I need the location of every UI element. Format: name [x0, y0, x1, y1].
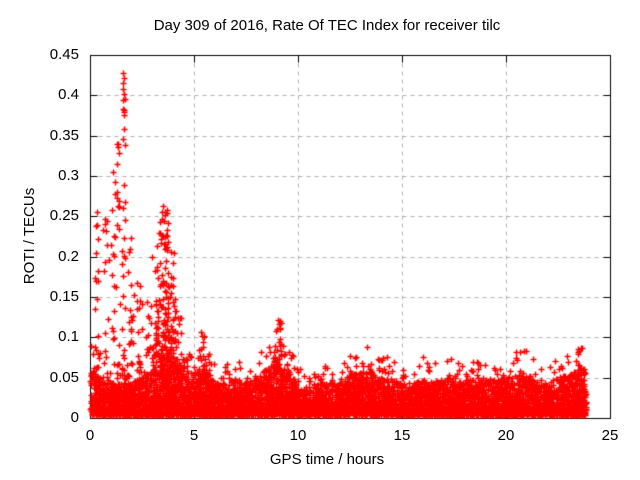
y-tick-label: 0.2	[58, 247, 79, 265]
y-axis-label: ROTI / TECUs	[21, 187, 38, 285]
y-tick-label: 0.3	[58, 167, 79, 184]
x-tick-label: 10	[289, 427, 307, 444]
y-tick-label: 0.25	[49, 207, 79, 225]
y-tick-label: 0.35	[49, 126, 79, 144]
chart-title: Day 309 of 2016, Rate Of TEC Index for r…	[153, 17, 501, 34]
x-tick-label: 25	[601, 427, 619, 444]
y-tick-label: 0.45	[49, 46, 79, 63]
x-tick-label: 15	[393, 427, 411, 444]
y-tick-label: 0.15	[49, 288, 79, 305]
y-tick-label: 0.05	[49, 368, 79, 386]
x-tick-label: 0	[85, 427, 95, 444]
y-tick-label: 0.1	[58, 328, 79, 346]
x-axis-label: GPS time / hours	[269, 451, 385, 468]
x-tick-label: 5	[189, 427, 199, 444]
x-tick-label: 20	[497, 427, 515, 444]
y-tick-label: 0	[70, 409, 79, 426]
y-tick-label: 0.4	[58, 86, 79, 104]
